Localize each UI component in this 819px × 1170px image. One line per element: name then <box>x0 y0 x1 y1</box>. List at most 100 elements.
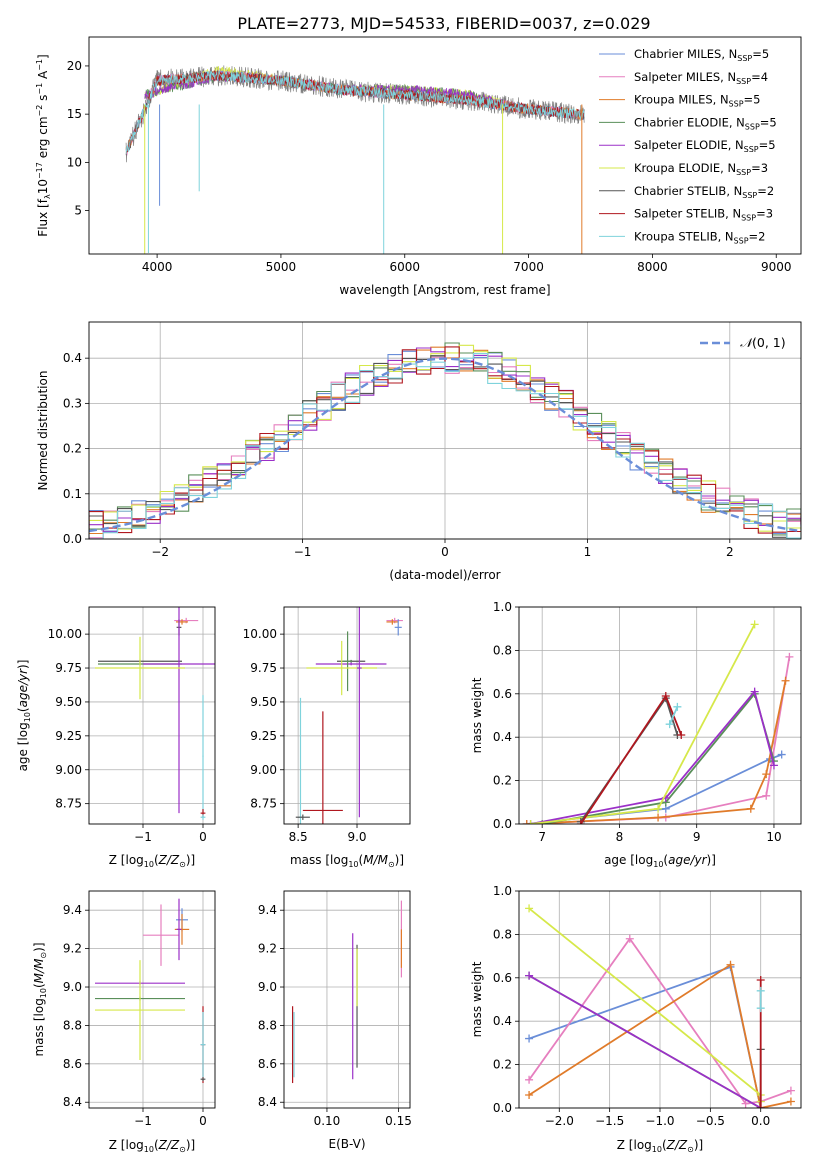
axes-frame <box>88 36 802 255</box>
weight-marker <box>525 1090 534 1099</box>
age-vs-Z-panel: −1 0 8.75 9.00 9.25 9.50 9.75 10.00 Z [log10(Z/Z… <box>16 606 216 869</box>
x-tick-label: 5000 <box>266 260 297 274</box>
y-tick-label: 8.75 <box>250 797 277 811</box>
y-tick-label: 10.00 <box>243 627 277 641</box>
axes-frame <box>283 606 411 825</box>
y-tick-label: 0.4 <box>493 730 512 744</box>
y-tick-label: 0.2 <box>493 774 512 788</box>
y-axis-label: mass weight <box>470 677 484 753</box>
panels: 4000 5000 6000 7000 8000 90005101520wavelengt… <box>16 36 802 1154</box>
weight-marker <box>777 750 786 759</box>
y-tick-label: 0.0 <box>493 817 512 831</box>
errorbar-point <box>386 619 399 625</box>
errorbar-points <box>95 607 215 820</box>
x-tick-label: 10 <box>766 830 781 844</box>
errorbar-point <box>295 814 310 820</box>
weight-marker <box>756 975 765 984</box>
y-tick-label: 0.4 <box>63 351 82 365</box>
y-tick-label: 8.6 <box>258 1057 277 1071</box>
weight-marker <box>522 820 531 824</box>
y-tick-label: 0.3 <box>63 396 82 410</box>
y-tick-label: 8.6 <box>63 1057 82 1071</box>
y-tick-label: 8.4 <box>258 1095 277 1109</box>
x-tick-label: −1 <box>294 545 312 559</box>
mass-vs-Z-panel: −1 0 8.4 8.6 8.8 9.0 9.2 9.4 Z [log10(Z/Z⊙)] mass… <box>32 890 216 1154</box>
legend-entry: 𝒩(0, 1) <box>740 335 786 350</box>
legend-entry: Salpeter MILES, NSSP=4 <box>634 70 768 86</box>
y-tick-label: 9.0 <box>258 980 277 994</box>
x-axis-label: E(B-V) <box>328 1137 365 1151</box>
y-tick-label: 8.4 <box>63 1095 82 1109</box>
y-tick-label: 9.0 <box>63 980 82 994</box>
x-tick-label: −1.0 <box>645 1114 674 1128</box>
weight-marker <box>741 1099 750 1108</box>
weight-marker <box>576 820 585 824</box>
weight-marker <box>769 761 778 770</box>
y-tick-label: 9.2 <box>63 942 82 956</box>
weight-marker <box>625 934 634 943</box>
histogram-lines <box>89 342 801 539</box>
weight-marker <box>525 1075 534 1084</box>
y-tick-label: 9.4 <box>63 903 82 917</box>
weight-marker <box>781 676 790 685</box>
legend-entry: Chabrier STELIB, NSSP=2 <box>634 184 774 200</box>
axes-frame <box>518 890 802 1109</box>
spectrum-legend: Chabrier MILES, NSSP=5 Salpeter MILES, NS… <box>599 47 777 245</box>
weight-lines <box>522 620 794 824</box>
x-tick-label: 9000 <box>761 260 792 274</box>
x-tick-label: 0 <box>199 1114 207 1128</box>
y-tick-label: 0.6 <box>493 971 512 985</box>
x-tick-label: 0.0 <box>751 1114 770 1128</box>
y-tick-label: 9.50 <box>250 695 277 709</box>
y-tick-label: 0.1 <box>63 487 82 501</box>
spectrum-lines <box>125 65 585 254</box>
x-axis-label: Z [log10(Z/Z⊙)] <box>617 1138 703 1154</box>
y-axis-label: mass [log10(M/M⊙)] <box>32 942 48 1056</box>
weight-marker <box>525 1034 534 1043</box>
y-tick-label: 9.4 <box>258 903 277 917</box>
errorbar-point <box>176 619 188 625</box>
weight-marker <box>746 804 755 813</box>
y-tick-label: 5 <box>74 204 82 218</box>
x-tick-label: 9.0 <box>347 830 366 844</box>
y-tick-label: 9.25 <box>250 729 277 743</box>
errorbar-point <box>200 1011 206 1078</box>
weight-marker <box>661 691 670 700</box>
weight-marker <box>756 1004 765 1013</box>
x-axis-label: Z [log10(Z/Z⊙)] <box>109 1138 195 1154</box>
weight-marker <box>750 687 759 696</box>
errorbar-point <box>315 662 387 666</box>
weight-marker <box>525 904 534 913</box>
legend-entry: Kroupa ELODIE, NSSP=3 <box>634 161 768 177</box>
y-tick-label: 0.0 <box>493 1101 512 1115</box>
x-axis-label: Z [log10(Z/Z⊙)] <box>109 853 195 869</box>
axes-frame <box>88 890 216 1109</box>
y-axis-label: mass weight <box>470 961 484 1037</box>
x-tick-label: 4000 <box>142 260 173 274</box>
weight-marker <box>786 1097 795 1106</box>
weight-marker <box>756 1104 765 1108</box>
normal-reference-curve <box>89 357 801 533</box>
spectrum-series-line <box>125 70 585 154</box>
weight-lines <box>525 904 795 1108</box>
weight-marker <box>750 620 759 629</box>
y-tick-label: 15 <box>67 107 82 121</box>
errorbar-point <box>394 619 402 636</box>
weight-marker <box>654 813 663 822</box>
y-axis-label: age [log10(age/yr)] <box>16 660 32 772</box>
weight-series-line <box>542 691 775 824</box>
x-axis-label: wavelength [Angstrom, rest frame] <box>339 283 550 297</box>
weight-marker <box>665 720 674 729</box>
errorbar-point <box>176 898 182 961</box>
y-tick-label: 0.8 <box>493 643 512 657</box>
figure-title: PLATE=2773, MJD=54533, FIBERID=0037, z=0… <box>237 14 650 33</box>
weight-marker <box>762 791 771 800</box>
y-tick-label: 1.0 <box>493 600 512 614</box>
errorbar-point <box>143 904 179 966</box>
errorbar-point <box>302 711 343 824</box>
y-axis-label: Flux [fλ10−17 erg cm−2 s−1 A−1] <box>35 54 52 236</box>
weight-marker <box>785 652 794 661</box>
legend-entry: Salpeter STELIB, NSSP=3 <box>634 207 773 223</box>
x-tick-label: −0.5 <box>696 1114 725 1128</box>
